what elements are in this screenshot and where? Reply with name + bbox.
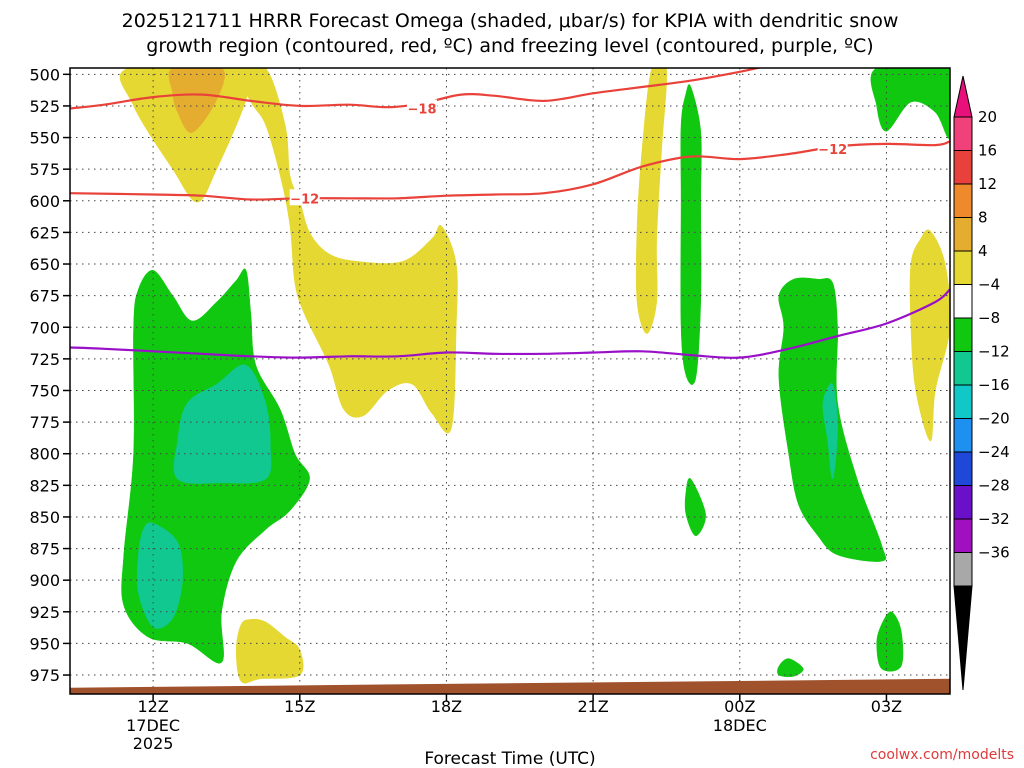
chart-title-line2: growth region (contoured, red, ºC) and f…: [146, 35, 873, 57]
colorbar-label-12: −32: [978, 510, 1010, 528]
colorbar-label-0: 20: [978, 108, 997, 126]
y-tick-label-900: 900: [29, 571, 60, 590]
colorbar-label-5: −4: [978, 276, 1000, 294]
y-tick-label-825: 825: [29, 476, 60, 495]
omega-region-7: [173, 364, 272, 484]
colorbar-label-4: 4: [978, 242, 988, 260]
omega-region-1: [235, 68, 458, 434]
y-tick-label-575: 575: [29, 160, 60, 179]
colorbar-top-triangle: [953, 75, 973, 118]
y-tick-label-550: 550: [29, 129, 60, 148]
omega-region-14: [876, 611, 904, 672]
x-tick-label-12Z-2: 2025: [133, 734, 174, 753]
colorbar-cell-0: [953, 116, 973, 151]
omega-region-2: [168, 68, 225, 133]
y-tick-label-725: 725: [29, 350, 60, 369]
x-tick-label-12Z-1: 17DEC: [126, 716, 180, 735]
colorbar-cell-5: [953, 284, 973, 319]
colorbar-cell-11: [953, 485, 973, 520]
omega-region-13: [870, 68, 950, 140]
colorbar-label-8: −16: [978, 376, 1010, 394]
colorbar-cell-1: [953, 150, 973, 185]
colorbar-label-1: 16: [978, 142, 997, 160]
y-tick-label-850: 850: [29, 508, 60, 527]
colorbar-cell-10: [953, 451, 973, 486]
credit-text: coolwx.com/modelts: [870, 747, 1014, 763]
colorbar-cell-2: [953, 183, 973, 218]
y-tick-label-700: 700: [29, 318, 60, 337]
contour-label-bg-2: [817, 139, 848, 156]
colorbar-bottom-triangle: [953, 585, 973, 691]
dotted-gridlines: [70, 68, 950, 694]
colorbar-cell-3: [953, 217, 973, 252]
omega-shaded-regions: [119, 68, 950, 684]
colorbar-cell-8: [953, 384, 973, 419]
y-tick-label-800: 800: [29, 445, 60, 464]
colorbar-label-7: −12: [978, 343, 1010, 361]
contour-label-1: −12: [290, 192, 319, 207]
omega-region-4: [909, 229, 950, 442]
y-tick-label-600: 600: [29, 192, 60, 211]
omega-region-12: [822, 383, 838, 480]
chart-title-line1: 2025121711 HRRR Forecast Omega (shaded, …: [122, 10, 899, 32]
colorbar-cell-7: [953, 351, 973, 386]
x-tick-label-15Z-0: 15Z: [284, 697, 315, 716]
colorbar-cell-6: [953, 317, 973, 352]
y-tick-label-675: 675: [29, 287, 60, 306]
y-tick-label-500: 500: [29, 65, 60, 84]
y-tick-label-650: 650: [29, 255, 60, 274]
colorbar-cell-9: [953, 418, 973, 453]
plot-frame: [69, 67, 951, 695]
x-tick-label-03Z-0: 03Z: [871, 697, 902, 716]
colorbar-cell-13: [953, 552, 973, 587]
contour-labels: −18 −12 −12: [289, 99, 848, 207]
colorbar-label-2: 12: [978, 175, 997, 193]
colorbar-label-9: −20: [978, 410, 1010, 428]
terrain-strip: [70, 678, 950, 694]
y-tick-label-750: 750: [29, 381, 60, 400]
contour-label-bg-0: [407, 99, 437, 116]
x-tick-label-12Z-0: 12Z: [137, 697, 168, 716]
contour-label-0: −18: [408, 102, 437, 117]
y-tick-label-625: 625: [29, 223, 60, 242]
y-axis-pressure-ticks: 500 525 550 575 600 625 650 675 700 725 750 775 800 8…: [29, 65, 70, 685]
x-axis-label: Forecast Time (UTC): [424, 749, 595, 768]
colorbar-label-11: −28: [978, 477, 1010, 495]
x-tick-label-21Z-0: 21Z: [577, 697, 608, 716]
y-tick-label-875: 875: [29, 540, 60, 559]
colorbar-cell-12: [953, 518, 973, 553]
terrain-fill: [70, 678, 950, 694]
colorbar: 20 16 12 8 4 −4 −8 −12 −16 −20 −24 −28 −32 −36: [953, 75, 1010, 691]
y-tick-label-950: 950: [29, 634, 60, 653]
contour-2: [70, 288, 950, 359]
x-tick-label-00Z-0: 00Z: [724, 697, 755, 716]
omega-region-0: [119, 68, 257, 203]
omega-region-15: [777, 658, 804, 678]
y-tick-label-975: 975: [29, 666, 60, 685]
y-tick-label-925: 925: [29, 603, 60, 622]
y-tick-label-775: 775: [29, 413, 60, 432]
y-tick-label-525: 525: [29, 97, 60, 116]
colorbar-label-13: −36: [978, 544, 1010, 562]
colorbar-label-10: −24: [978, 443, 1010, 461]
x-tick-label-00Z-1: 18DEC: [713, 716, 767, 735]
colorbar-label-6: −8: [978, 309, 1000, 327]
x-tick-label-18Z-0: 18Z: [431, 697, 462, 716]
colorbar-label-3: 8: [978, 209, 988, 227]
contour-label-bg-1: [289, 189, 320, 206]
contour-label-2: −12: [818, 143, 847, 158]
colorbar-cell-4: [953, 250, 973, 285]
omega-region-10: [684, 477, 706, 537]
omega-region-5: [235, 618, 304, 684]
omega-region-3: [635, 68, 667, 334]
omega-region-9: [680, 84, 702, 385]
